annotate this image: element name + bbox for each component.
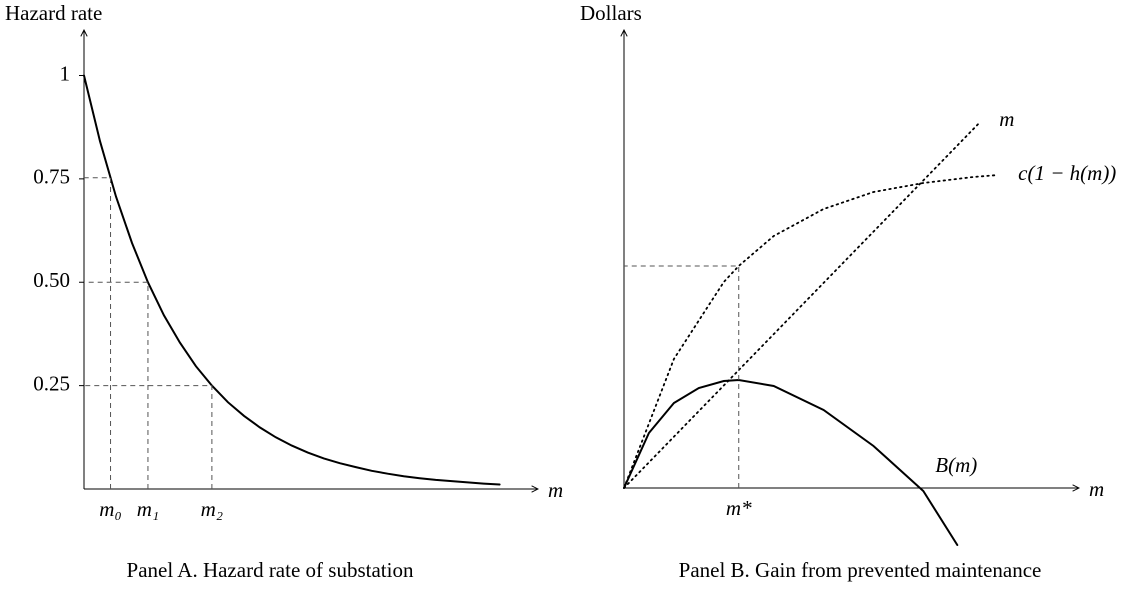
y-tick-label: 0.50 xyxy=(33,268,70,292)
series-line xyxy=(623,378,959,546)
y-axis-label: Dollars xyxy=(580,1,642,25)
x-tick-label: m₂ xyxy=(201,497,223,521)
x-axis-label: m xyxy=(548,478,563,502)
y-tick-label: 0.75 xyxy=(33,165,70,189)
series-label: B(m) xyxy=(935,453,977,477)
x-tick-label: m₀ xyxy=(99,497,121,521)
y-tick-label: 0.25 xyxy=(33,371,70,395)
caption: Panel A. Hazard rate of substation xyxy=(127,558,414,582)
x-tick-label: m* xyxy=(726,496,752,520)
series-label: m xyxy=(999,107,1014,131)
series-line xyxy=(83,74,501,486)
y-axis-label: Hazard rate xyxy=(5,1,102,25)
guide-line xyxy=(84,385,213,489)
series-label: c(1 − h(m)) xyxy=(1018,161,1116,185)
x-axis-label: m xyxy=(1089,477,1104,501)
series-line xyxy=(623,122,981,489)
series-line xyxy=(623,174,1000,489)
y-tick-label: 1 xyxy=(60,61,71,85)
guide-line xyxy=(84,177,112,489)
guide-line xyxy=(624,265,740,488)
x-tick-label: m₁ xyxy=(137,497,159,521)
caption: Panel B. Gain from prevented maintenance xyxy=(679,558,1042,582)
